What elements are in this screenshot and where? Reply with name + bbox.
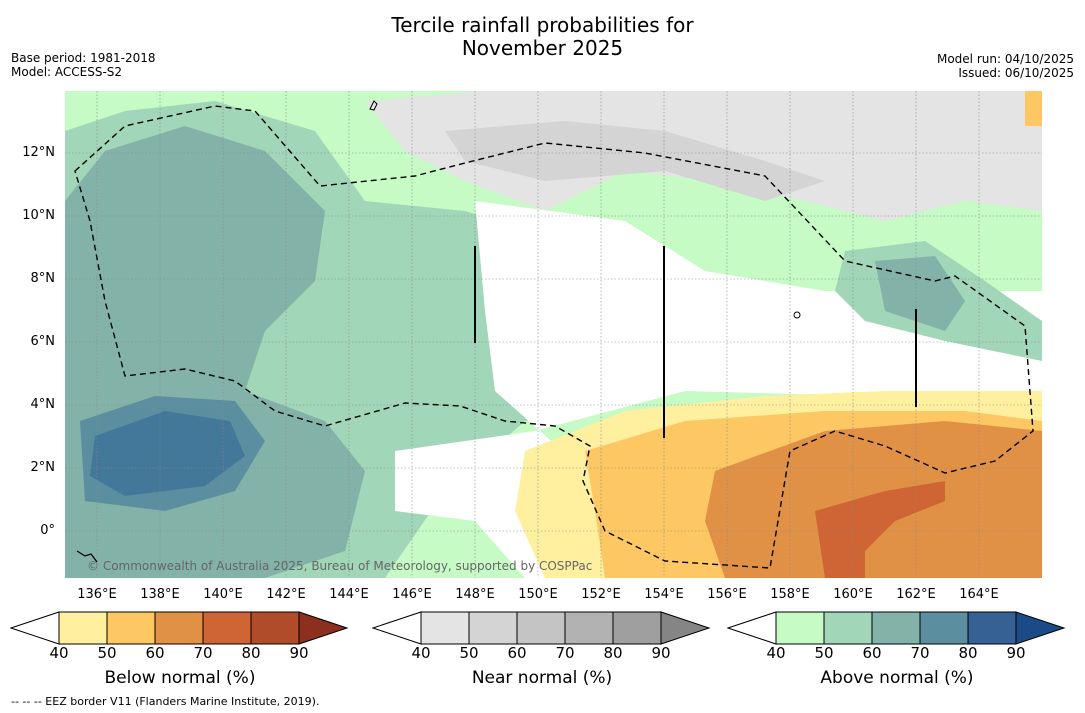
lat-label-0: 0° <box>40 523 55 538</box>
cb-above-tick-40: 40 <box>766 644 786 662</box>
colorbar-above-normal <box>727 611 1066 645</box>
cb-below-tick-80: 80 <box>241 644 261 662</box>
above-normal-80-region <box>90 411 245 496</box>
lon-label-160e: 160°E <box>833 587 873 602</box>
cb-near-swatch-70 <box>564 611 614 645</box>
cb-above-tick-60: 60 <box>862 644 882 662</box>
island-pohnpei <box>793 311 801 319</box>
lon-label-150e: 150°E <box>518 587 558 602</box>
cb-above-tick-90: 90 <box>1006 644 1026 662</box>
run-info: Model run: 04/10/2025 Issued: 06/10/2025 <box>937 52 1074 80</box>
lat-label-8n: 8°N <box>30 271 56 286</box>
colorbar-below-normal <box>10 611 349 645</box>
lon-label-152e: 152°E <box>581 587 621 602</box>
cb-below-tick-60: 60 <box>145 644 165 662</box>
copyright-text: © Commonwealth of Australia 2025, Bureau… <box>87 559 592 573</box>
lat-label-12n: 12°N <box>22 145 55 160</box>
cb-above-swatch-70 <box>919 611 969 645</box>
probability-map: © Commonwealth of Australia 2025, Bureau… <box>65 91 1042 578</box>
cb-near-tick-90: 90 <box>651 644 671 662</box>
graticule <box>65 91 1042 578</box>
cb-below-tick-90: 90 <box>289 644 309 662</box>
model-run: Model run: 04/10/2025 <box>936 52 1074 66</box>
lat-label-10n: 10°N <box>22 208 55 223</box>
cb-below-tick-40: 40 <box>49 644 69 662</box>
below-normal-50-corner <box>1025 91 1042 126</box>
lon-label-156e: 156°E <box>707 587 747 602</box>
lon-label-164e: 164°E <box>959 587 999 602</box>
eez-border <box>74 105 1034 569</box>
lat-label-4n: 4°N <box>30 397 56 412</box>
lon-label-154e: 154°E <box>644 587 684 602</box>
cb-near-swatch-40 <box>420 611 470 645</box>
cb-near-swatch-80 <box>612 611 662 645</box>
lon-label-142e: 142°E <box>266 587 306 602</box>
cb-near-tick-70: 70 <box>555 644 575 662</box>
title-line-2: November 2025 <box>461 36 624 60</box>
cb-above-swatches <box>775 611 1066 645</box>
base-period-info: Base period: 1981-2018 Model: ACCESS-S2 <box>11 51 156 79</box>
cb-below-swatch-70 <box>202 611 252 645</box>
cb-above-swatch-80 <box>967 611 1017 645</box>
lon-label-162e: 162°E <box>896 587 936 602</box>
cb-above-swatch-50 <box>823 611 873 645</box>
lon-label-158e: 158°E <box>770 587 810 602</box>
cb-below-swatch-60 <box>154 611 204 645</box>
cb-below-title: Below normal (%) <box>104 668 256 688</box>
cb-near-swatch-90 <box>660 611 711 645</box>
colorbar-near-normal <box>372 611 711 645</box>
lon-label-146e: 146°E <box>392 587 432 602</box>
cb-below-swatch-40 <box>58 611 108 645</box>
eez-footnote: -- -- -- EEZ border V11 (Flanders Marine… <box>11 695 320 708</box>
lat-label-2n: 2°N <box>30 460 56 475</box>
cb-near-title: Near normal (%) <box>471 668 613 688</box>
cb-above-swatch-60 <box>871 611 921 645</box>
cb-above-tick-50: 50 <box>814 644 834 662</box>
cb-near-tick-60: 60 <box>507 644 527 662</box>
lon-label-138e: 138°E <box>140 587 180 602</box>
lon-label-148e: 148°E <box>455 587 495 602</box>
cb-above-swatch-90 <box>1015 611 1066 645</box>
island-guam <box>369 100 378 111</box>
cb-above-swatch-40 <box>775 611 825 645</box>
cb-near-tick-80: 80 <box>603 644 623 662</box>
lon-label-140e: 140°E <box>203 587 243 602</box>
issued-date: Issued: 06/10/2025 <box>958 66 1074 80</box>
cb-above-extend-low <box>727 611 777 645</box>
below-normal-70-region <box>815 481 945 578</box>
lon-label-144e: 144°E <box>329 587 369 602</box>
cb-near-tick-50: 50 <box>459 644 479 662</box>
cb-below-tick-70: 70 <box>193 644 213 662</box>
cb-below-swatch-90 <box>298 611 349 645</box>
cb-below-swatch-80 <box>250 611 300 645</box>
cb-near-tick-40: 40 <box>411 644 431 662</box>
near-normal-50-north <box>445 121 825 201</box>
lon-label-136e: 136°E <box>77 587 117 602</box>
cb-above-tick-80: 80 <box>958 644 978 662</box>
cb-near-swatch-50 <box>468 611 518 645</box>
base-period: Base period: 1981-2018 <box>11 51 156 65</box>
cb-below-extend-low <box>10 611 60 645</box>
cb-below-swatch-50 <box>106 611 156 645</box>
cb-above-title: Above normal (%) <box>820 668 974 688</box>
map-title: Tercile rainfall probabilities for Novem… <box>0 14 1085 60</box>
cb-near-swatch-60 <box>516 611 566 645</box>
above-normal-60-east <box>875 256 965 331</box>
cb-below-tick-50: 50 <box>97 644 117 662</box>
title-line-1: Tercile rainfall probabilities for <box>391 13 694 37</box>
cb-below-swatches <box>58 611 349 645</box>
cb-near-swatches <box>420 611 711 645</box>
cb-above-tick-70: 70 <box>910 644 930 662</box>
lat-label-6n: 6°N <box>30 334 56 349</box>
model-name: Model: ACCESS-S2 <box>11 65 123 79</box>
island-palau <box>76 550 98 563</box>
cb-near-extend-low <box>372 611 422 645</box>
